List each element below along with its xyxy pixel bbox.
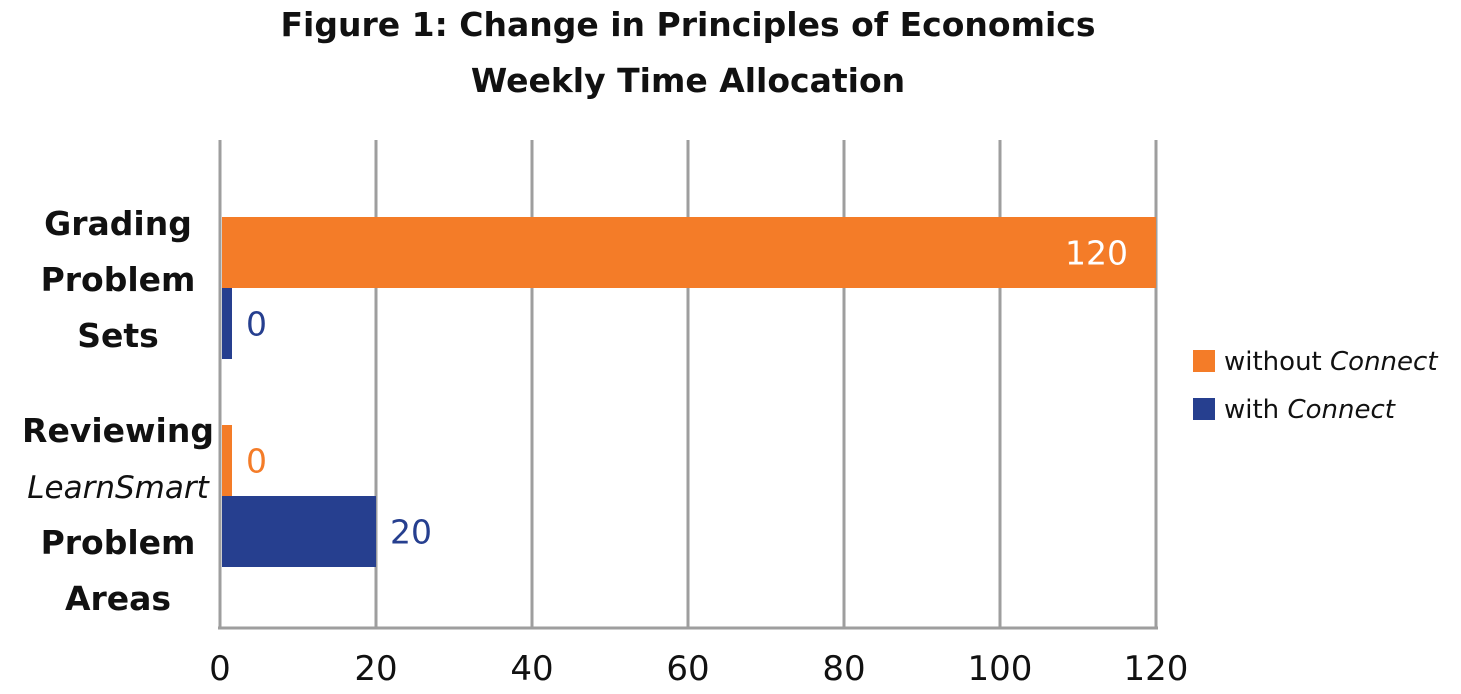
category-label: Areas — [65, 579, 171, 618]
chart-title-line-1: Figure 1: Change in Principles of Econom… — [281, 5, 1096, 44]
x-tick-label: 0 — [209, 649, 231, 689]
category-label: Sets — [77, 316, 159, 355]
chart-title-line-2: Weekly Time Allocation — [471, 61, 905, 100]
x-tick-label: 100 — [968, 649, 1033, 689]
legend-label: without Connect — [1224, 347, 1438, 377]
legend-label-prefix: without — [1224, 347, 1330, 377]
x-tick-label: 120 — [1124, 649, 1189, 689]
bar — [222, 288, 232, 359]
legend-swatch — [1193, 398, 1215, 420]
category-label: Grading — [44, 204, 192, 243]
legend-label-italic: Connect — [1287, 395, 1395, 425]
category-label: Reviewing — [22, 411, 214, 450]
legend-swatch — [1193, 350, 1215, 372]
data-label: 0 — [246, 305, 267, 344]
category-label: Problem — [41, 260, 196, 299]
x-tick-label: 80 — [822, 649, 865, 689]
x-tick-label: 40 — [510, 649, 553, 689]
category-label: LearnSmart — [27, 470, 210, 506]
data-label: 0 — [246, 442, 267, 481]
bar — [222, 496, 376, 567]
data-label: 120 — [1065, 234, 1128, 273]
x-axis-ticks: 0 20 40 60 80 100 120 — [209, 649, 1188, 689]
legend-label-italic: Connect — [1330, 347, 1438, 377]
legend-label-prefix: with — [1224, 395, 1287, 425]
data-label: 20 — [390, 513, 432, 552]
bar — [222, 425, 232, 496]
bars: 120 0 0 20 — [222, 217, 1156, 567]
x-tick-label: 60 — [666, 649, 709, 689]
bar — [222, 217, 1156, 288]
category-label: Problem — [41, 523, 196, 562]
category-labels: Grading Problem Sets Reviewing LearnSmart Pro… — [22, 204, 214, 618]
x-tick-label: 20 — [354, 649, 397, 689]
legend-label: with Connect — [1224, 395, 1396, 425]
